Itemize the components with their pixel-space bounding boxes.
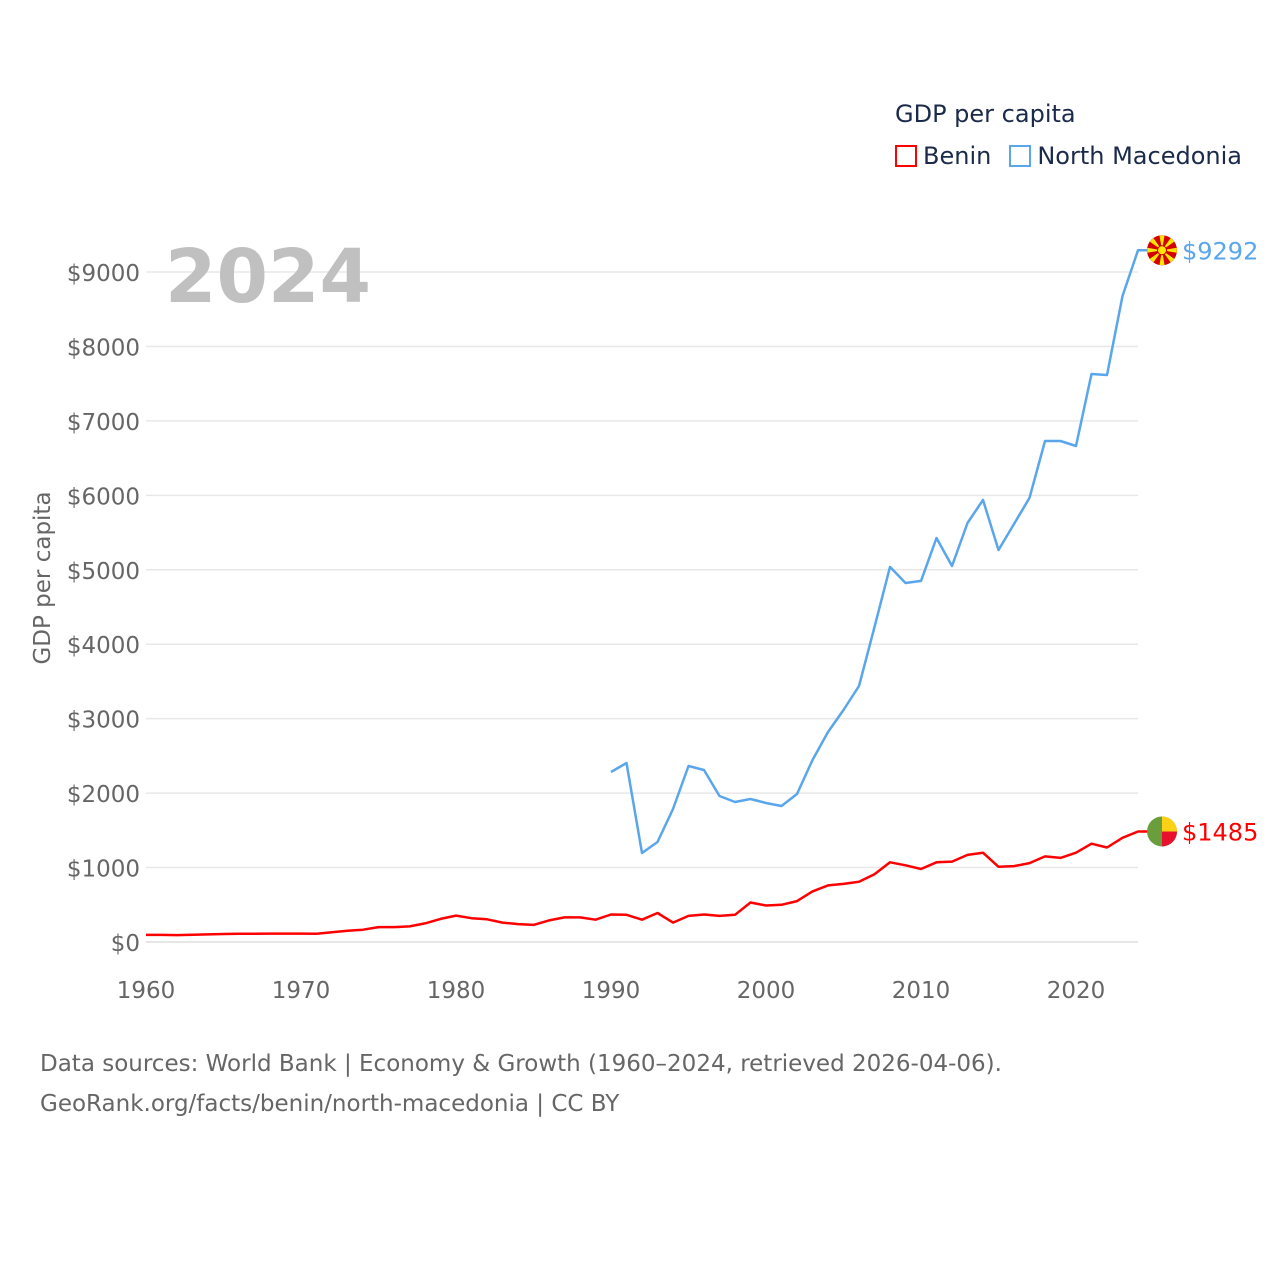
x-tick-label: 2000 xyxy=(737,978,796,1004)
end-label-benin: $1485 xyxy=(1182,818,1258,846)
legend-item-benin[interactable]: Benin xyxy=(895,142,991,170)
x-tick-label: 1980 xyxy=(427,978,486,1004)
north-macedonia-flag-icon xyxy=(1147,235,1177,266)
x-tick-label: 1990 xyxy=(582,978,641,1004)
x-tick-label: 2020 xyxy=(1047,978,1106,1004)
y-tick-label: $3000 xyxy=(67,708,140,734)
x-tick-label: 1970 xyxy=(272,978,331,1004)
end-label-north-macedonia: $9292 xyxy=(1182,237,1258,265)
y-axis-label: GDP per capita xyxy=(30,491,56,664)
y-tick-label: $5000 xyxy=(67,559,140,585)
legend-swatch-benin xyxy=(895,145,917,167)
y-tick-label: $9000 xyxy=(67,261,140,287)
benin-flag-icon xyxy=(1147,816,1177,847)
legend-swatch-north-macedonia xyxy=(1009,145,1032,167)
legend-label-benin: Benin xyxy=(923,142,992,170)
y-tick-label: $2000 xyxy=(67,782,140,808)
y-tick-label: $8000 xyxy=(67,335,140,361)
y-tick-label: $6000 xyxy=(67,484,140,510)
source-link[interactable]: GeoRank.org/facts/benin/north-macedonia … xyxy=(40,1091,620,1117)
legend: Benin North Macedonia xyxy=(895,142,1260,170)
y-tick-label: $1000 xyxy=(67,857,140,883)
series-line-benin xyxy=(146,830,1148,937)
y-tick-label: $7000 xyxy=(67,410,140,436)
x-tick-label: 1960 xyxy=(117,978,176,1004)
y-tick-label: $4000 xyxy=(67,633,140,659)
series-line-north-macedonia xyxy=(610,249,1148,855)
legend-label-north-macedonia: North Macedonia xyxy=(1037,142,1242,170)
y-tick-label: $0 xyxy=(111,931,140,957)
legend-title: GDP per capita xyxy=(895,100,1076,128)
data-sources: Data sources: World Bank | Economy & Gro… xyxy=(40,1051,1002,1077)
year-label: 2024 xyxy=(165,234,371,320)
x-tick-label: 2010 xyxy=(892,978,951,1004)
footer: Data sources: World Bank | Economy & Gro… xyxy=(40,1044,1002,1124)
legend-item-north-macedonia[interactable]: North Macedonia xyxy=(1009,142,1242,170)
